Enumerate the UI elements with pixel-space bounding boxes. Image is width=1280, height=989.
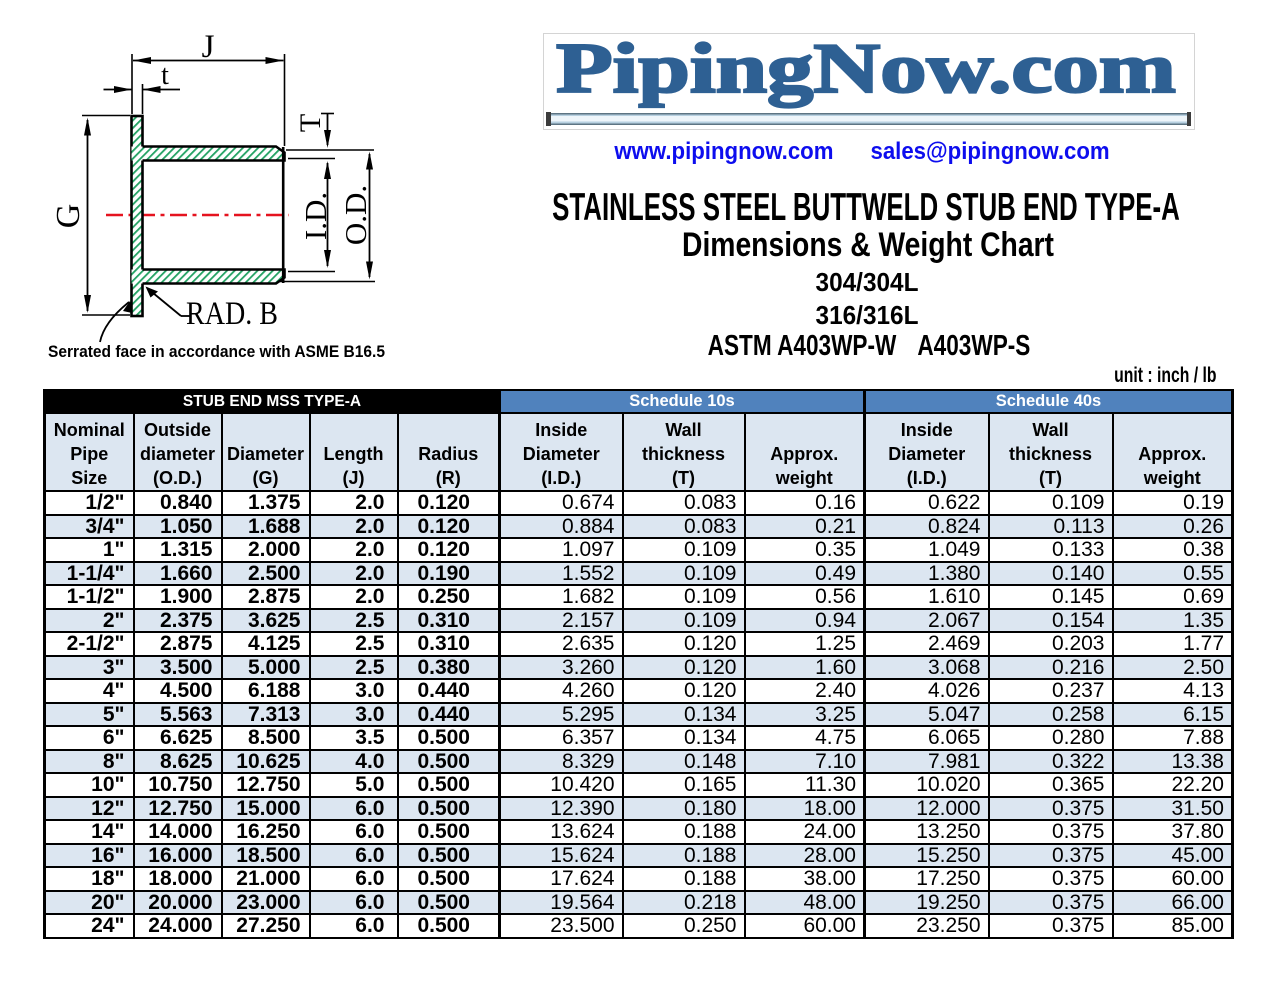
svg-text:t: t	[161, 60, 169, 91]
svg-text:T: T	[294, 114, 327, 132]
svg-text:G: G	[50, 204, 87, 229]
svg-text:J: J	[202, 29, 215, 65]
svg-text:I.D.: I.D.	[298, 192, 333, 240]
svg-text:Serrated face in accordance wi: Serrated face in accordance with ASME B1…	[48, 342, 385, 361]
svg-text:O.D.: O.D.	[338, 185, 373, 245]
svg-text:RAD. B: RAD. B	[186, 296, 278, 332]
